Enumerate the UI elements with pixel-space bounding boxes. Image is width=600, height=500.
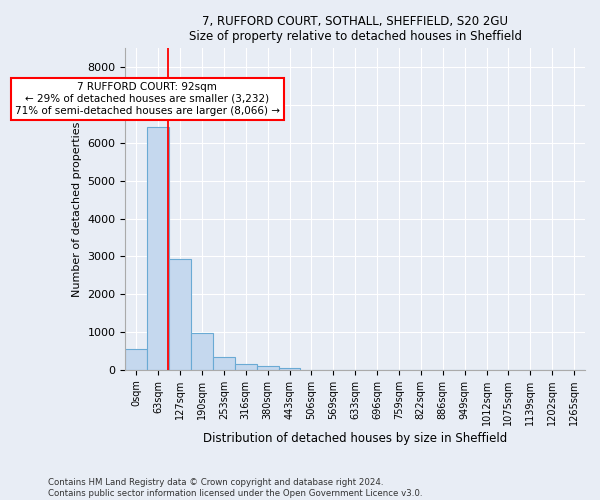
Text: Contains HM Land Registry data © Crown copyright and database right 2024.
Contai: Contains HM Land Registry data © Crown c… xyxy=(48,478,422,498)
Bar xyxy=(213,357,235,370)
Title: 7, RUFFORD COURT, SOTHALL, SHEFFIELD, S20 2GU
Size of property relative to detac: 7, RUFFORD COURT, SOTHALL, SHEFFIELD, S2… xyxy=(188,15,521,43)
X-axis label: Distribution of detached houses by size in Sheffield: Distribution of detached houses by size … xyxy=(203,432,508,445)
Bar xyxy=(191,333,213,370)
Text: 7 RUFFORD COURT: 92sqm
← 29% of detached houses are smaller (3,232)
71% of semi-: 7 RUFFORD COURT: 92sqm ← 29% of detached… xyxy=(15,82,280,116)
Bar xyxy=(125,350,147,370)
Bar xyxy=(257,366,278,370)
Bar xyxy=(278,368,301,370)
Y-axis label: Number of detached properties: Number of detached properties xyxy=(72,122,82,297)
Bar xyxy=(147,127,169,370)
Bar xyxy=(235,364,257,370)
Bar xyxy=(169,259,191,370)
